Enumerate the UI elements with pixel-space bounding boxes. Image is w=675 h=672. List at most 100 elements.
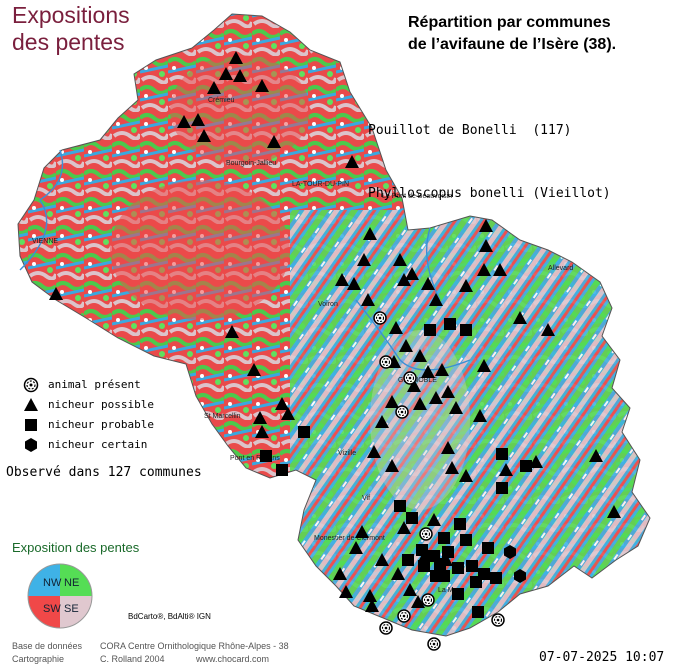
square-icon: [394, 500, 406, 512]
triangle-icon: [477, 263, 491, 276]
place-label: Voiron: [318, 301, 338, 308]
triangle-icon: [247, 363, 261, 376]
ring-icon: [419, 527, 433, 541]
ring-icon: [373, 311, 387, 325]
triangle-icon: [405, 267, 419, 280]
place-label: Le Pont de Beauvoisin: [382, 193, 452, 200]
map-title: Expositions des pentes: [12, 2, 130, 56]
triangle-icon: [399, 339, 413, 352]
square-icon: [25, 419, 37, 431]
triangle-icon: [197, 129, 211, 142]
legend-label: animal présent: [48, 378, 141, 391]
triangle-icon: [255, 79, 269, 92]
hexagon-icon: [25, 438, 37, 452]
triangle-icon: [441, 385, 455, 398]
hexagon-icon: [504, 545, 516, 559]
square-icon: [472, 606, 484, 618]
triangle-icon: [513, 311, 527, 324]
place-label: Monestier de Clermont: [314, 535, 385, 542]
hexagon-icon: [514, 569, 526, 583]
triangle-icon: [385, 459, 399, 472]
square-icon: [452, 562, 464, 574]
triangle-icon: [421, 365, 435, 378]
compass-label-se: SE: [64, 603, 79, 615]
triangle-icon: [397, 521, 411, 534]
legend-item-present: animal présent: [22, 376, 182, 396]
triangle-icon: [479, 239, 493, 252]
place-label: Pont en Royans: [230, 455, 280, 462]
footer-carto-value: C. Rolland 2004: [100, 654, 165, 664]
place-labels: VIENNE LA-TOUR-DU-PIN GRENOBLE Voiron Crémie…: [32, 97, 573, 594]
triangle-icon: [407, 379, 421, 392]
triangle-icon: [411, 595, 425, 608]
triangle-icon: [267, 135, 281, 148]
triangle-icon: [541, 323, 555, 336]
footer-db-value: CORA Centre Ornithologique Rhône-Alpes -…: [100, 641, 289, 651]
map-title-line-2: des pentes: [12, 29, 125, 55]
triangle-icon: [207, 81, 221, 94]
triangle-icon: [413, 397, 427, 410]
square-icon: [418, 560, 430, 572]
compass-label-nw: NW: [43, 577, 62, 589]
triangle-icon: [225, 325, 239, 338]
square-icon: [520, 460, 532, 472]
triangle-icon: [393, 253, 407, 266]
ring-icon: [421, 593, 435, 607]
species-latin-name: Phylloscopus bonelli (Vieillot): [368, 186, 611, 201]
footer-url: www.chocard.com: [196, 654, 270, 664]
triangle-icon: [345, 155, 359, 168]
triangle-icon: [473, 409, 487, 422]
ring-icon: [427, 637, 441, 651]
triangle-icon: [347, 277, 361, 290]
triangle-icon: [459, 279, 473, 292]
ring-icon: [397, 609, 411, 623]
triangle-icon: [385, 395, 399, 408]
place-label: Vif: [362, 495, 370, 502]
triangle-icon: [391, 567, 405, 580]
square-icon: [482, 542, 494, 554]
square-icon: [416, 544, 428, 556]
footer-carto-label: Cartographie: [12, 654, 65, 664]
place-label: LA-TOUR-DU-PIN: [292, 181, 349, 188]
square-icon: [496, 482, 508, 494]
legend-label: nicheur possible: [48, 398, 154, 411]
square-icon: [406, 512, 418, 524]
triangle-icon: [607, 505, 621, 518]
triangle-icon: [177, 115, 191, 128]
square-icon: [434, 558, 446, 570]
heading-line-2: de l’avifaune de l’Isère (38).: [408, 36, 617, 53]
triangle-icon: [363, 227, 377, 240]
observation-markers: [49, 51, 621, 651]
place-label: GRENOBLE: [398, 377, 437, 384]
triangle-icon: [357, 253, 371, 266]
triangle-icon: [389, 321, 403, 334]
exposure-title: Exposition des pentes: [12, 540, 140, 555]
triangle-icon: [355, 525, 369, 538]
triangle-icon: [459, 469, 473, 482]
triangle-icon: [429, 293, 443, 306]
compass-nw: [28, 564, 60, 596]
triangle-icon: [49, 287, 63, 300]
map-title-line-1: Expositions: [12, 2, 130, 28]
triangle-icon: [24, 398, 38, 411]
triangle-icon: [589, 449, 603, 462]
triangle-icon: [421, 277, 435, 290]
place-label: VIENNE: [32, 238, 58, 245]
triangle-icon: [477, 359, 491, 372]
triangle-icon: [441, 441, 455, 454]
square-icon: [496, 448, 508, 460]
triangle-icon: [449, 401, 463, 414]
triangle-icon: [397, 273, 411, 286]
data-credit: BdCarto®, BdAlti® IGN: [128, 612, 211, 621]
distribution-heading: Répartition par communes de l’avifaune d…: [408, 12, 616, 56]
species-block: Pouillot de Bonelli (117) Phylloscopus b…: [368, 78, 611, 225]
legend-label: nicheur probable: [48, 418, 154, 431]
triangle-icon: [363, 589, 377, 602]
triangle-icon: [367, 445, 381, 458]
observed-count: Observé dans 127 communes: [6, 465, 202, 480]
square-icon: [276, 464, 288, 476]
square-icon: [490, 572, 502, 584]
place-label: Bourgoin-Jallieu: [226, 160, 276, 167]
triangle-icon: [361, 293, 375, 306]
square-icon: [452, 588, 464, 600]
